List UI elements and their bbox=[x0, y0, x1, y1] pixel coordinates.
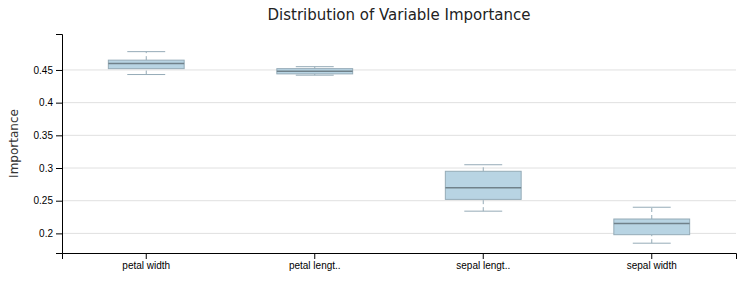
x-tick-mark bbox=[146, 253, 147, 259]
grid-line bbox=[62, 135, 736, 136]
x-axis: petal width petal lengt.. sepal lengt.. sep… bbox=[63, 253, 737, 271]
chart: 0.2 0.25 0.3 0.35 0.4 0.45 petal width petal le… bbox=[0, 0, 752, 283]
median bbox=[277, 71, 353, 73]
whisker-high bbox=[483, 165, 484, 172]
box-group bbox=[277, 67, 353, 75]
boxes bbox=[108, 52, 689, 244]
median bbox=[108, 63, 184, 65]
box-group bbox=[614, 207, 690, 243]
y-tick-mark bbox=[56, 233, 62, 234]
x-tick: petal width bbox=[122, 253, 170, 271]
grid-line bbox=[62, 102, 736, 103]
x-tick: sepal lengt.. bbox=[456, 253, 510, 271]
cap-low bbox=[633, 243, 671, 244]
y-axis-title: Importance bbox=[7, 109, 21, 178]
median bbox=[614, 223, 690, 225]
y-tick-label: 0.3 bbox=[39, 163, 53, 174]
x-axis-line bbox=[63, 254, 737, 260]
y-axis-line bbox=[56, 35, 63, 254]
x-tick-label: sepal width bbox=[627, 260, 677, 271]
y-tick: 0.45 bbox=[34, 65, 62, 76]
box bbox=[445, 171, 521, 199]
y-tick-label: 0.25 bbox=[34, 195, 54, 206]
box bbox=[108, 60, 184, 68]
x-tick-mark bbox=[651, 253, 652, 259]
y-tick: 0.35 bbox=[34, 130, 62, 141]
y-tick-label: 0.2 bbox=[39, 228, 53, 239]
x-tick-label: petal lengt.. bbox=[289, 260, 341, 271]
grid bbox=[62, 70, 736, 233]
box bbox=[614, 219, 690, 235]
whisker-low bbox=[146, 69, 147, 75]
x-tick-label: sepal lengt.. bbox=[456, 260, 510, 271]
box-group bbox=[445, 165, 521, 211]
cap-high bbox=[127, 51, 165, 52]
x-tick: petal lengt.. bbox=[289, 253, 341, 271]
cap-high bbox=[633, 207, 671, 208]
whisker-high bbox=[146, 52, 147, 60]
whisker-low bbox=[651, 235, 652, 243]
y-axis: 0.2 0.25 0.3 0.35 0.4 0.45 bbox=[34, 35, 63, 254]
cap-low bbox=[296, 75, 334, 76]
x-tick-mark bbox=[314, 253, 315, 259]
grid-line bbox=[62, 168, 736, 169]
cap-high bbox=[296, 66, 334, 67]
x-tick-mark bbox=[483, 253, 484, 259]
median bbox=[445, 187, 521, 189]
x-tick: sepal width bbox=[627, 253, 677, 271]
x-tick-label: petal width bbox=[122, 260, 170, 271]
whisker-low bbox=[483, 199, 484, 211]
box-group bbox=[108, 52, 184, 75]
y-tick-mark bbox=[56, 201, 62, 202]
y-tick: 0.25 bbox=[34, 195, 62, 206]
y-tick-mark bbox=[56, 135, 62, 136]
title: Distribution of Variable Importance bbox=[268, 6, 531, 24]
cap-low bbox=[127, 74, 165, 75]
cap-low bbox=[464, 211, 502, 212]
cap-high bbox=[464, 164, 502, 165]
y-tick-mark bbox=[56, 103, 62, 104]
whisker-high bbox=[651, 207, 652, 219]
y-tick-mark bbox=[56, 70, 62, 71]
plot: 0.2 0.25 0.3 0.35 0.4 0.45 petal width petal le… bbox=[34, 35, 737, 272]
y-tick: 0.4 bbox=[39, 97, 62, 108]
y-tick-mark bbox=[56, 168, 62, 169]
grid-line bbox=[62, 200, 736, 201]
grid-line bbox=[62, 69, 736, 70]
y-tick-label: 0.35 bbox=[34, 130, 54, 141]
y-tick: 0.3 bbox=[39, 163, 62, 174]
y-tick-label: 0.4 bbox=[39, 97, 53, 108]
y-tick: 0.2 bbox=[39, 228, 62, 239]
box bbox=[277, 69, 353, 74]
y-tick-label: 0.45 bbox=[34, 65, 54, 76]
